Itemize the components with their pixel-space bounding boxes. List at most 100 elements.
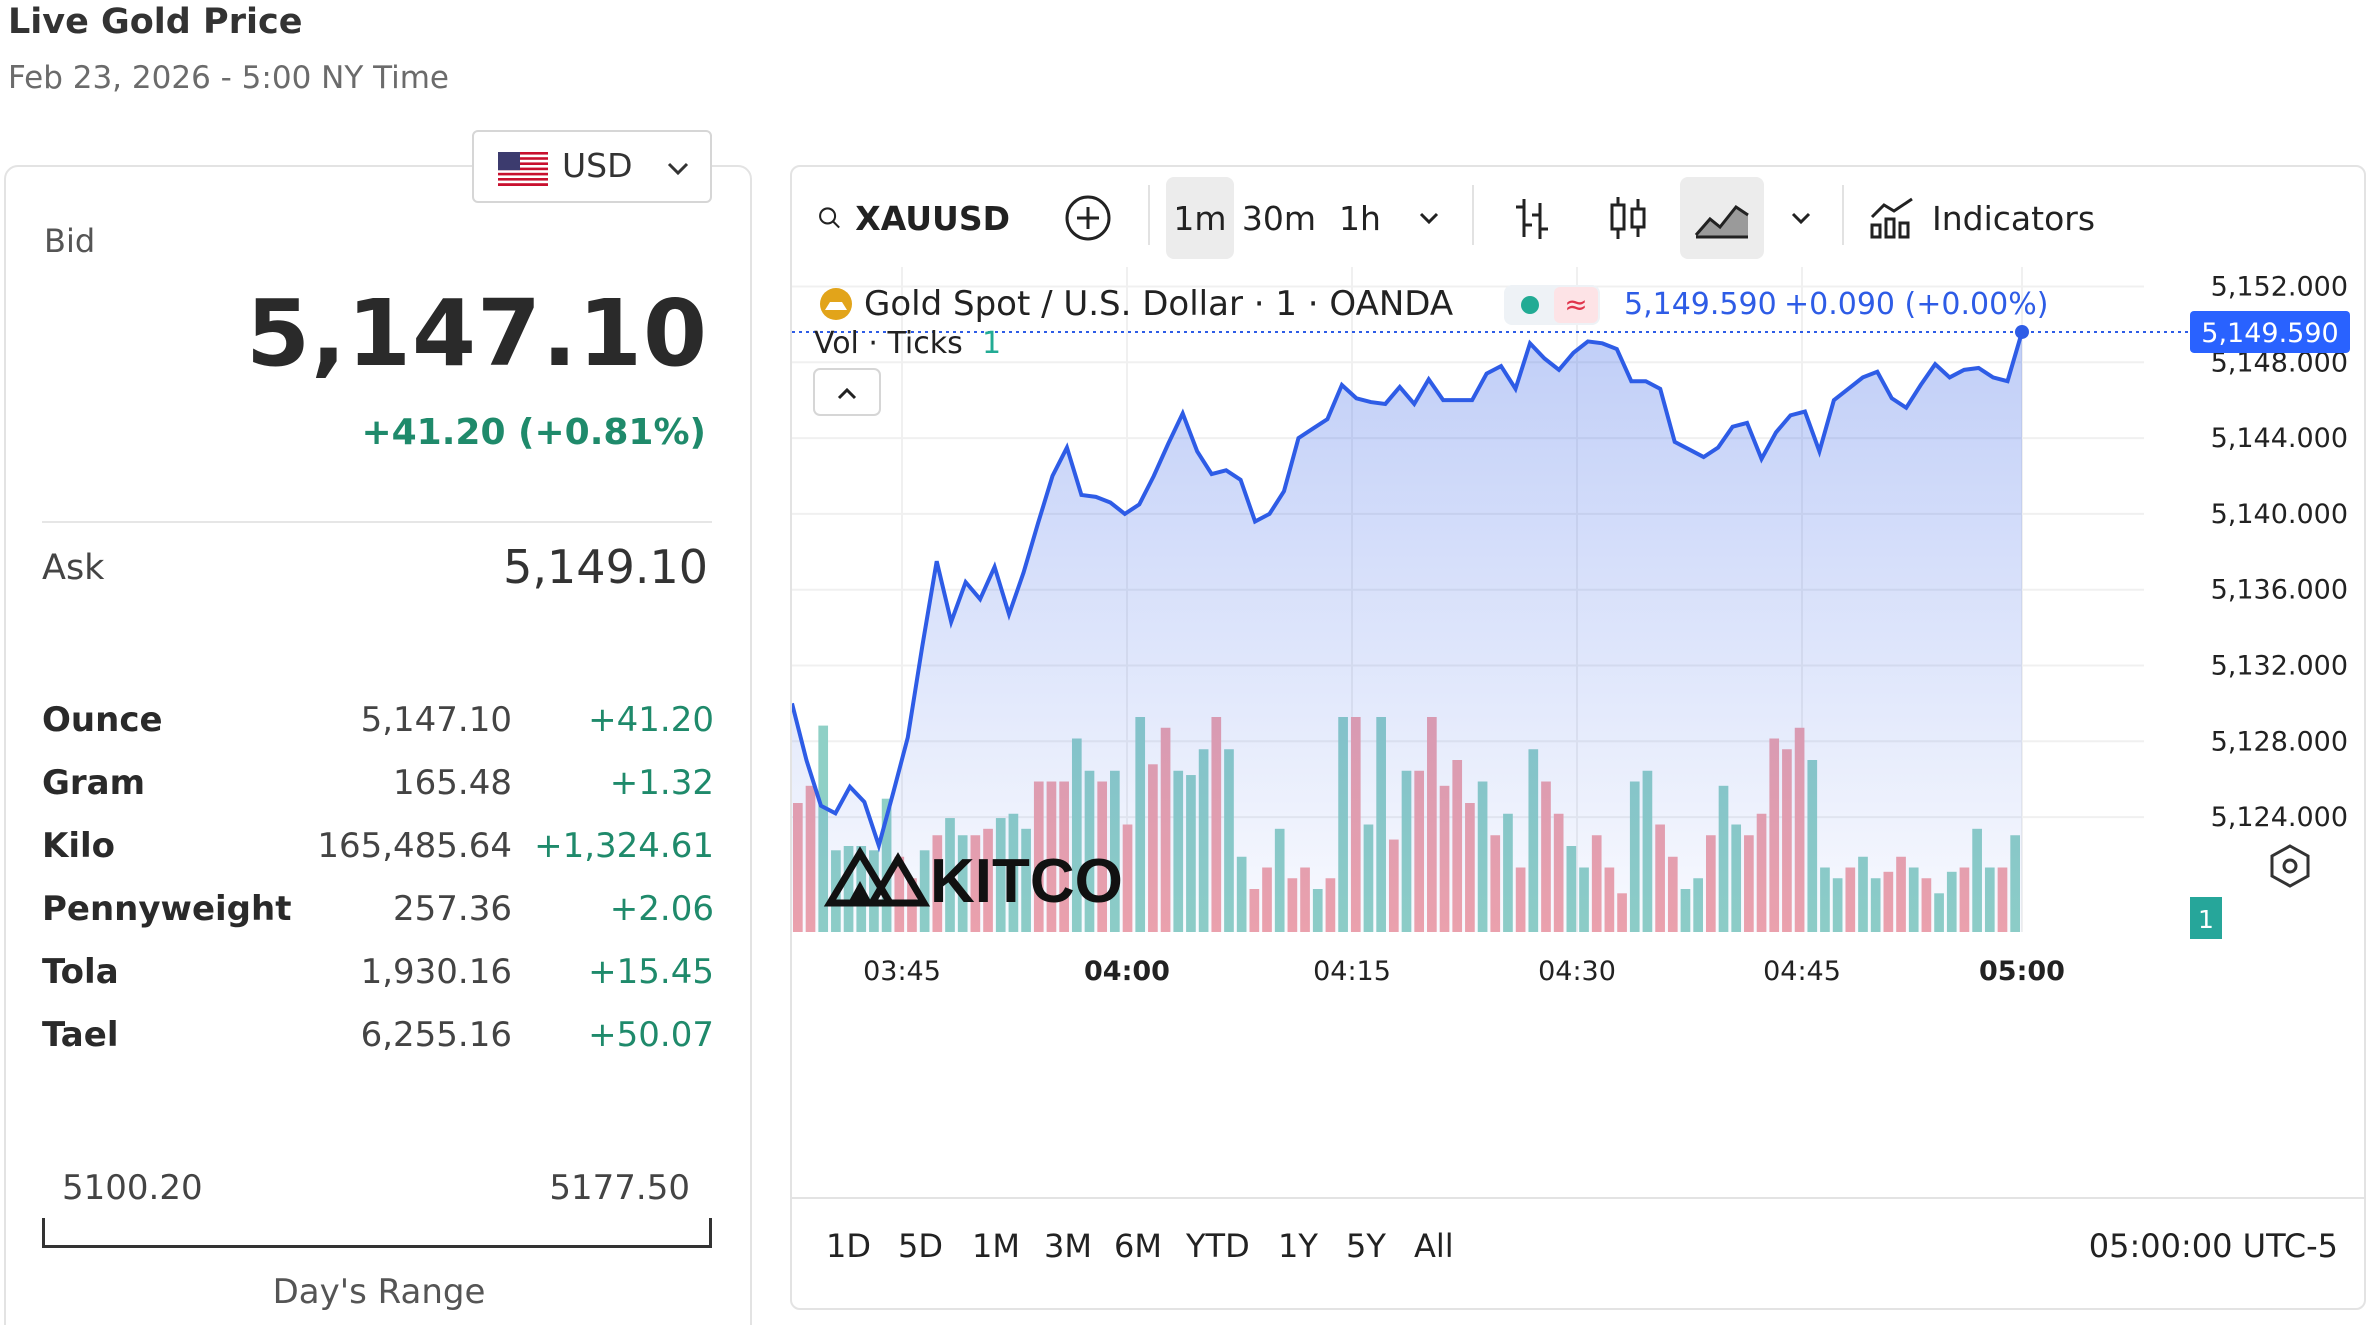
bid-label: Bid	[44, 222, 96, 260]
y-tick-label: 5,152.000	[2211, 271, 2348, 302]
unit-row-kilo: Kilo 165,485.64 +1,324.61	[42, 826, 714, 889]
volume-label: Vol · Ticks	[814, 326, 963, 361]
range-1m[interactable]: 1M	[972, 1227, 1020, 1265]
candle-chart-type-button[interactable]	[1598, 177, 1658, 259]
chevron-down-icon	[667, 162, 689, 176]
symbol-description: Gold Spot / U.S. Dollar · 1 · OANDA	[864, 284, 1453, 324]
legend-change: +0.090 (+0.00%)	[1784, 287, 2048, 322]
interval-label: 30m	[1241, 198, 1317, 238]
unit-price: 6,255.16	[360, 1015, 512, 1055]
range-3m[interactable]: 3M	[1044, 1227, 1092, 1265]
symbol-label: XAUUSD	[855, 198, 1010, 238]
collapse-legend-button[interactable]	[813, 368, 881, 416]
current-price-label: 5,149.590	[2201, 318, 2338, 349]
legend-price: 5,149.590	[1624, 287, 1777, 322]
price-card	[4, 165, 752, 1325]
range-1d[interactable]: 1D	[826, 1227, 871, 1265]
symbol-search-button[interactable]: XAUUSD	[810, 177, 1010, 259]
x-tick-label: 05:00	[1979, 956, 2065, 987]
bar-chart-type-button[interactable]	[1502, 177, 1562, 259]
divider	[42, 521, 712, 523]
range-6m[interactable]: 6M	[1114, 1227, 1162, 1265]
toolbar-separator	[1472, 185, 1474, 245]
volume-tag-label: 1	[2198, 905, 2214, 934]
interval-1m[interactable]: 1m	[1166, 177, 1234, 259]
unit-change: +2.06	[609, 889, 714, 929]
y-axis: 5,152.0005,148.0005,144.0005,140.0005,13…	[2211, 271, 2348, 833]
unit-change: +41.20	[588, 700, 714, 740]
chart-settings-icon[interactable]	[2270, 844, 2310, 888]
bid-change: +41.20 (+0.81%)	[361, 412, 706, 453]
indicators-icon	[1870, 197, 1913, 239]
unit-price: 257.36	[393, 889, 512, 929]
market-open-icon	[1521, 296, 1539, 314]
day-range-low: 5100.20	[62, 1168, 203, 1208]
chevron-down-icon	[1419, 212, 1439, 225]
gold-bar-glyph	[825, 302, 847, 310]
ask-label: Ask	[42, 548, 105, 588]
interval-30m[interactable]: 30m	[1240, 177, 1318, 259]
interval-label: 1m	[1173, 198, 1227, 238]
unit-name: Tael	[42, 1015, 119, 1055]
price-area-fill	[792, 331, 2022, 932]
unit-row-pennyweight: Pennyweight 257.36 +2.06	[42, 889, 714, 952]
unit-price: 165.48	[393, 763, 512, 803]
interval-dropdown[interactable]	[1404, 177, 1454, 259]
range-1y[interactable]: 1Y	[1278, 1227, 1318, 1265]
search-icon	[819, 207, 840, 229]
unit-row-tael: Tael 6,255.16 +50.07	[42, 1015, 714, 1078]
bid-price: 5,147.10	[246, 280, 708, 387]
current-price-dot	[2015, 324, 2029, 339]
unit-name: Ounce	[42, 700, 163, 740]
price-chart[interactable]: KITCO 5,152.0005,148.0005,144.0005,140.0…	[792, 267, 2364, 1197]
bars-icon	[1516, 199, 1548, 239]
unit-price: 1,930.16	[360, 952, 512, 992]
y-tick-label: 5,144.000	[2211, 423, 2348, 454]
watermark-text: KITCO	[930, 847, 1123, 916]
chart-card: XAUUSD 1m 30m 1h	[790, 165, 2366, 1310]
unit-price: 165,485.64	[317, 826, 512, 866]
range-5d[interactable]: 5D	[898, 1227, 943, 1265]
delayed-data-icon: ≈	[1564, 288, 1587, 321]
y-tick-label: 5,128.000	[2211, 726, 2348, 757]
range-5y[interactable]: 5Y	[1346, 1227, 1386, 1265]
interval-1h[interactable]: 1h	[1332, 177, 1388, 259]
unit-prices-table: Ounce 5,147.10 +41.20 Gram 165.48 +1.32 …	[42, 700, 714, 1078]
unit-name: Tola	[42, 952, 119, 992]
unit-row-gram: Gram 165.48 +1.32	[42, 763, 714, 826]
area-chart-icon	[1694, 204, 1749, 239]
unit-change: +1.32	[609, 763, 714, 803]
candlestick-icon	[1610, 197, 1646, 239]
unit-name: Gram	[42, 763, 146, 803]
area-chart-type-button[interactable]	[1680, 177, 1764, 259]
unit-price: 5,147.10	[360, 700, 512, 740]
range-ytd[interactable]: YTD	[1186, 1227, 1250, 1265]
day-range-caption: Day's Range	[272, 1272, 486, 1312]
toolbar-separator	[1148, 185, 1150, 245]
unit-change: +50.07	[588, 1015, 714, 1055]
chevron-up-icon	[837, 387, 857, 400]
chart-legend: Gold Spot / U.S. Dollar · 1 · OANDA ≈ 5,…	[814, 284, 2048, 361]
x-tick-label: 04:00	[1084, 956, 1170, 987]
ask-price: 5,149.10	[503, 540, 708, 594]
range-all[interactable]: All	[1414, 1227, 1454, 1265]
indicators-button[interactable]: Indicators	[1862, 177, 2102, 259]
y-tick-label: 5,124.000	[2211, 802, 2348, 833]
delayed-icon-bg	[1554, 287, 1598, 323]
x-tick-label: 04:30	[1538, 956, 1616, 987]
unit-change: +1,324.61	[534, 826, 714, 866]
currency-select[interactable]: USD	[472, 130, 712, 203]
range-toolbar: 1D 5D 1M 3M 6M YTD 1Y 5Y All 05:00:00 UT…	[792, 1197, 2364, 1307]
y-tick-label: 5,132.000	[2211, 650, 2348, 681]
page-title: Live Gold Price	[8, 2, 303, 42]
compare-button[interactable]	[1058, 177, 1118, 259]
kitco-logo: KITCO	[823, 846, 1123, 916]
chart-type-dropdown[interactable]	[1776, 177, 1826, 259]
interval-label: 1h	[1339, 198, 1381, 238]
timezone-label[interactable]: 05:00:00 UTC-5	[2088, 1227, 2338, 1265]
x-tick-label: 03:45	[863, 956, 941, 987]
day-range-high: 5177.50	[549, 1168, 690, 1208]
toolbar-separator	[1842, 185, 1844, 245]
x-axis: 03:45 04:00 04:15 04:30 04:45 05:00	[863, 956, 2065, 987]
unit-row-ounce: Ounce 5,147.10 +41.20	[42, 700, 714, 763]
